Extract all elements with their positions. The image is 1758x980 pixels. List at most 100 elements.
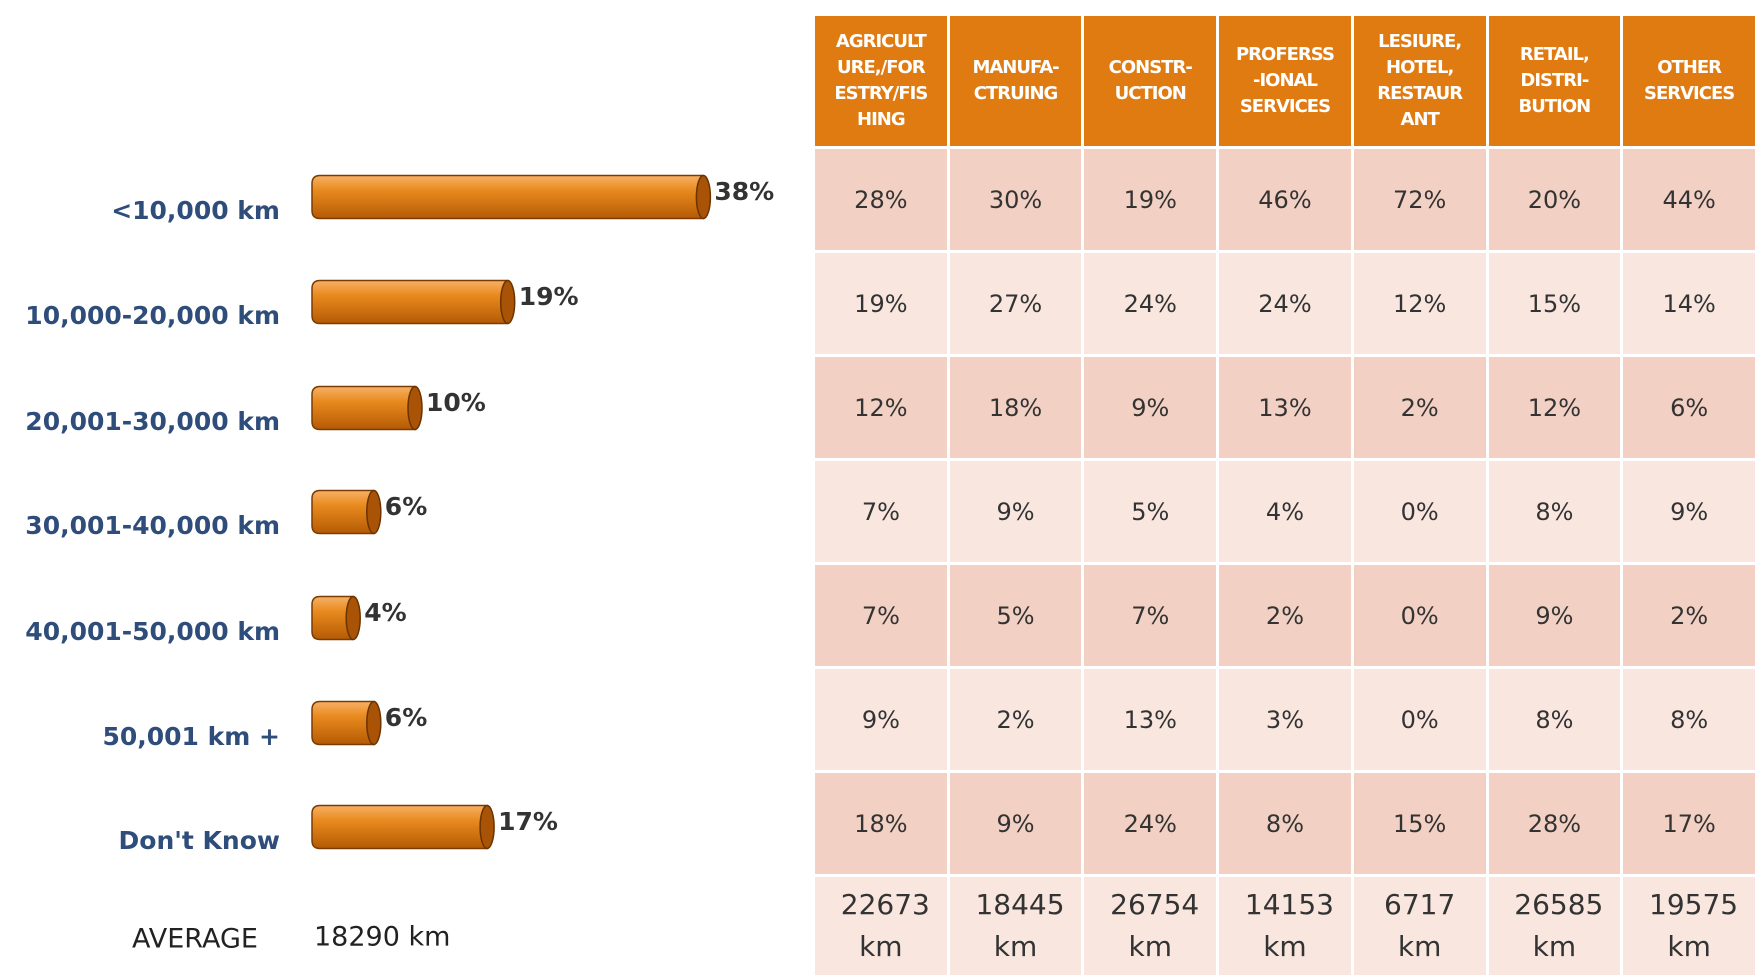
column-header: MANUFA- CTRUING	[946, 13, 1085, 149]
cell: 0%	[1350, 666, 1489, 773]
cell: 9%	[946, 458, 1085, 565]
value-label: 6%	[385, 703, 427, 732]
cell: 2%	[946, 666, 1085, 773]
header-line: ANT	[1400, 109, 1440, 130]
average-text: 26585 km	[1514, 888, 1604, 963]
average-cell: 26585 km	[1485, 874, 1624, 978]
header-line: BUTION	[1518, 96, 1592, 117]
average-label: AVERAGE	[132, 924, 258, 955]
cell: 46%	[1216, 146, 1354, 253]
cell: 9%	[812, 666, 950, 773]
category-label: 50,001 km +	[102, 722, 280, 751]
table-row: 28% 30% 19% 46% 72% 20% 44%	[812, 146, 1758, 253]
cell: 14%	[1620, 250, 1758, 357]
value-label: 19%	[519, 282, 579, 311]
header-line: CONSTR-	[1108, 57, 1193, 78]
cell: 28%	[1485, 770, 1624, 877]
cell: 7%	[812, 562, 950, 669]
header-line: RESTAUR	[1377, 83, 1463, 104]
cell: 5%	[946, 562, 1085, 669]
column-header: AGRICULT URE,/FOR ESTRY/FIS HING	[812, 13, 950, 149]
table-row: 19% 27% 24% 24% 12% 15% 14%	[812, 250, 1758, 357]
cell: 4%	[1216, 458, 1354, 565]
value-label: 38%	[714, 177, 774, 206]
bar	[311, 700, 375, 746]
cell: 30%	[946, 146, 1085, 253]
cell: 8%	[1485, 458, 1624, 565]
cell: 19%	[812, 250, 950, 357]
cell: 18%	[812, 770, 950, 877]
column-header: CONSTR- UCTION	[1081, 13, 1220, 149]
header-line: LESIURE,	[1378, 31, 1462, 52]
average-cell: 6717 km	[1350, 874, 1489, 978]
average-text: 26754 km	[1110, 888, 1200, 963]
header-line: URE,/FOR	[837, 57, 926, 78]
bar-cap	[695, 174, 712, 220]
cell: 44%	[1620, 146, 1758, 253]
cell: 12%	[812, 354, 950, 461]
header-line: -IONAL	[1252, 70, 1318, 91]
cell: 24%	[1216, 250, 1354, 357]
cell: 2%	[1216, 562, 1354, 669]
cell: 5%	[1081, 458, 1220, 565]
cell: 9%	[1620, 458, 1758, 565]
bar-cap	[407, 385, 423, 431]
cell: 9%	[946, 770, 1085, 877]
cell: 12%	[1350, 250, 1489, 357]
cell: 0%	[1350, 562, 1489, 669]
bar	[311, 804, 488, 850]
table-row: 7% 9% 5% 4% 0% 8% 9%	[812, 458, 1758, 565]
header-line: SERVICES	[1644, 83, 1735, 104]
cell: 3%	[1216, 666, 1354, 773]
bar-cap	[345, 595, 361, 641]
cell: 7%	[1081, 562, 1220, 669]
bar-cap	[499, 279, 516, 325]
cell: 20%	[1485, 146, 1624, 253]
bar	[311, 595, 354, 641]
cell: 13%	[1081, 666, 1220, 773]
cell: 9%	[1081, 354, 1220, 461]
average-cell: 22673 km	[812, 874, 950, 978]
header-line: CTRUING	[973, 83, 1059, 104]
cell: 24%	[1081, 250, 1220, 357]
cell: 0%	[1350, 458, 1489, 565]
table-row: 9% 2% 13% 3% 0% 8% 8%	[812, 666, 1758, 773]
cell: 8%	[1620, 666, 1758, 773]
header-line: PROFERSS	[1235, 44, 1335, 65]
bar	[311, 279, 509, 325]
cell: 8%	[1485, 666, 1624, 773]
bar-cap	[366, 489, 382, 535]
header-line: HOTEL,	[1386, 57, 1454, 78]
header-line: HING	[857, 109, 906, 130]
average-text: 6717 km	[1384, 888, 1456, 963]
category-label: 10,000-20,000 km	[25, 301, 280, 330]
header-line: AGRICULT	[835, 31, 927, 52]
cell: 13%	[1216, 354, 1354, 461]
category-label: 30,001-40,000 km	[25, 511, 280, 540]
cell: 15%	[1485, 250, 1624, 357]
value-label: 4%	[364, 598, 406, 627]
average-text: 19575 km	[1649, 888, 1739, 963]
bar	[311, 489, 375, 535]
bar-cap	[366, 700, 382, 746]
value-label: 6%	[385, 492, 427, 521]
header-row: AGRICULT URE,/FOR ESTRY/FIS HING MANUFA- CTRU…	[812, 13, 1758, 149]
cell: 7%	[812, 458, 950, 565]
value-label: 10%	[426, 388, 486, 417]
cell: 15%	[1350, 770, 1489, 877]
cell: 12%	[1485, 354, 1624, 461]
cell: 9%	[1485, 562, 1624, 669]
cell: 2%	[1620, 562, 1758, 669]
average-value: 18290 km	[314, 922, 450, 953]
cell: 18%	[946, 354, 1085, 461]
category-label: Don't Know	[119, 826, 280, 855]
average-cell: 19575 km	[1620, 874, 1758, 978]
cell: 72%	[1350, 146, 1489, 253]
category-label: 20,001-30,000 km	[25, 407, 280, 436]
chart: AVERAGE 18290 km <10,000 km 38% 10,000-20,…	[25, 174, 774, 955]
header-line: DISTRI-	[1520, 70, 1589, 91]
average-cell: 26754 km	[1081, 874, 1220, 978]
cell: 28%	[812, 146, 950, 253]
column-header: PROFERSS -IONAL SERVICES	[1216, 13, 1354, 149]
